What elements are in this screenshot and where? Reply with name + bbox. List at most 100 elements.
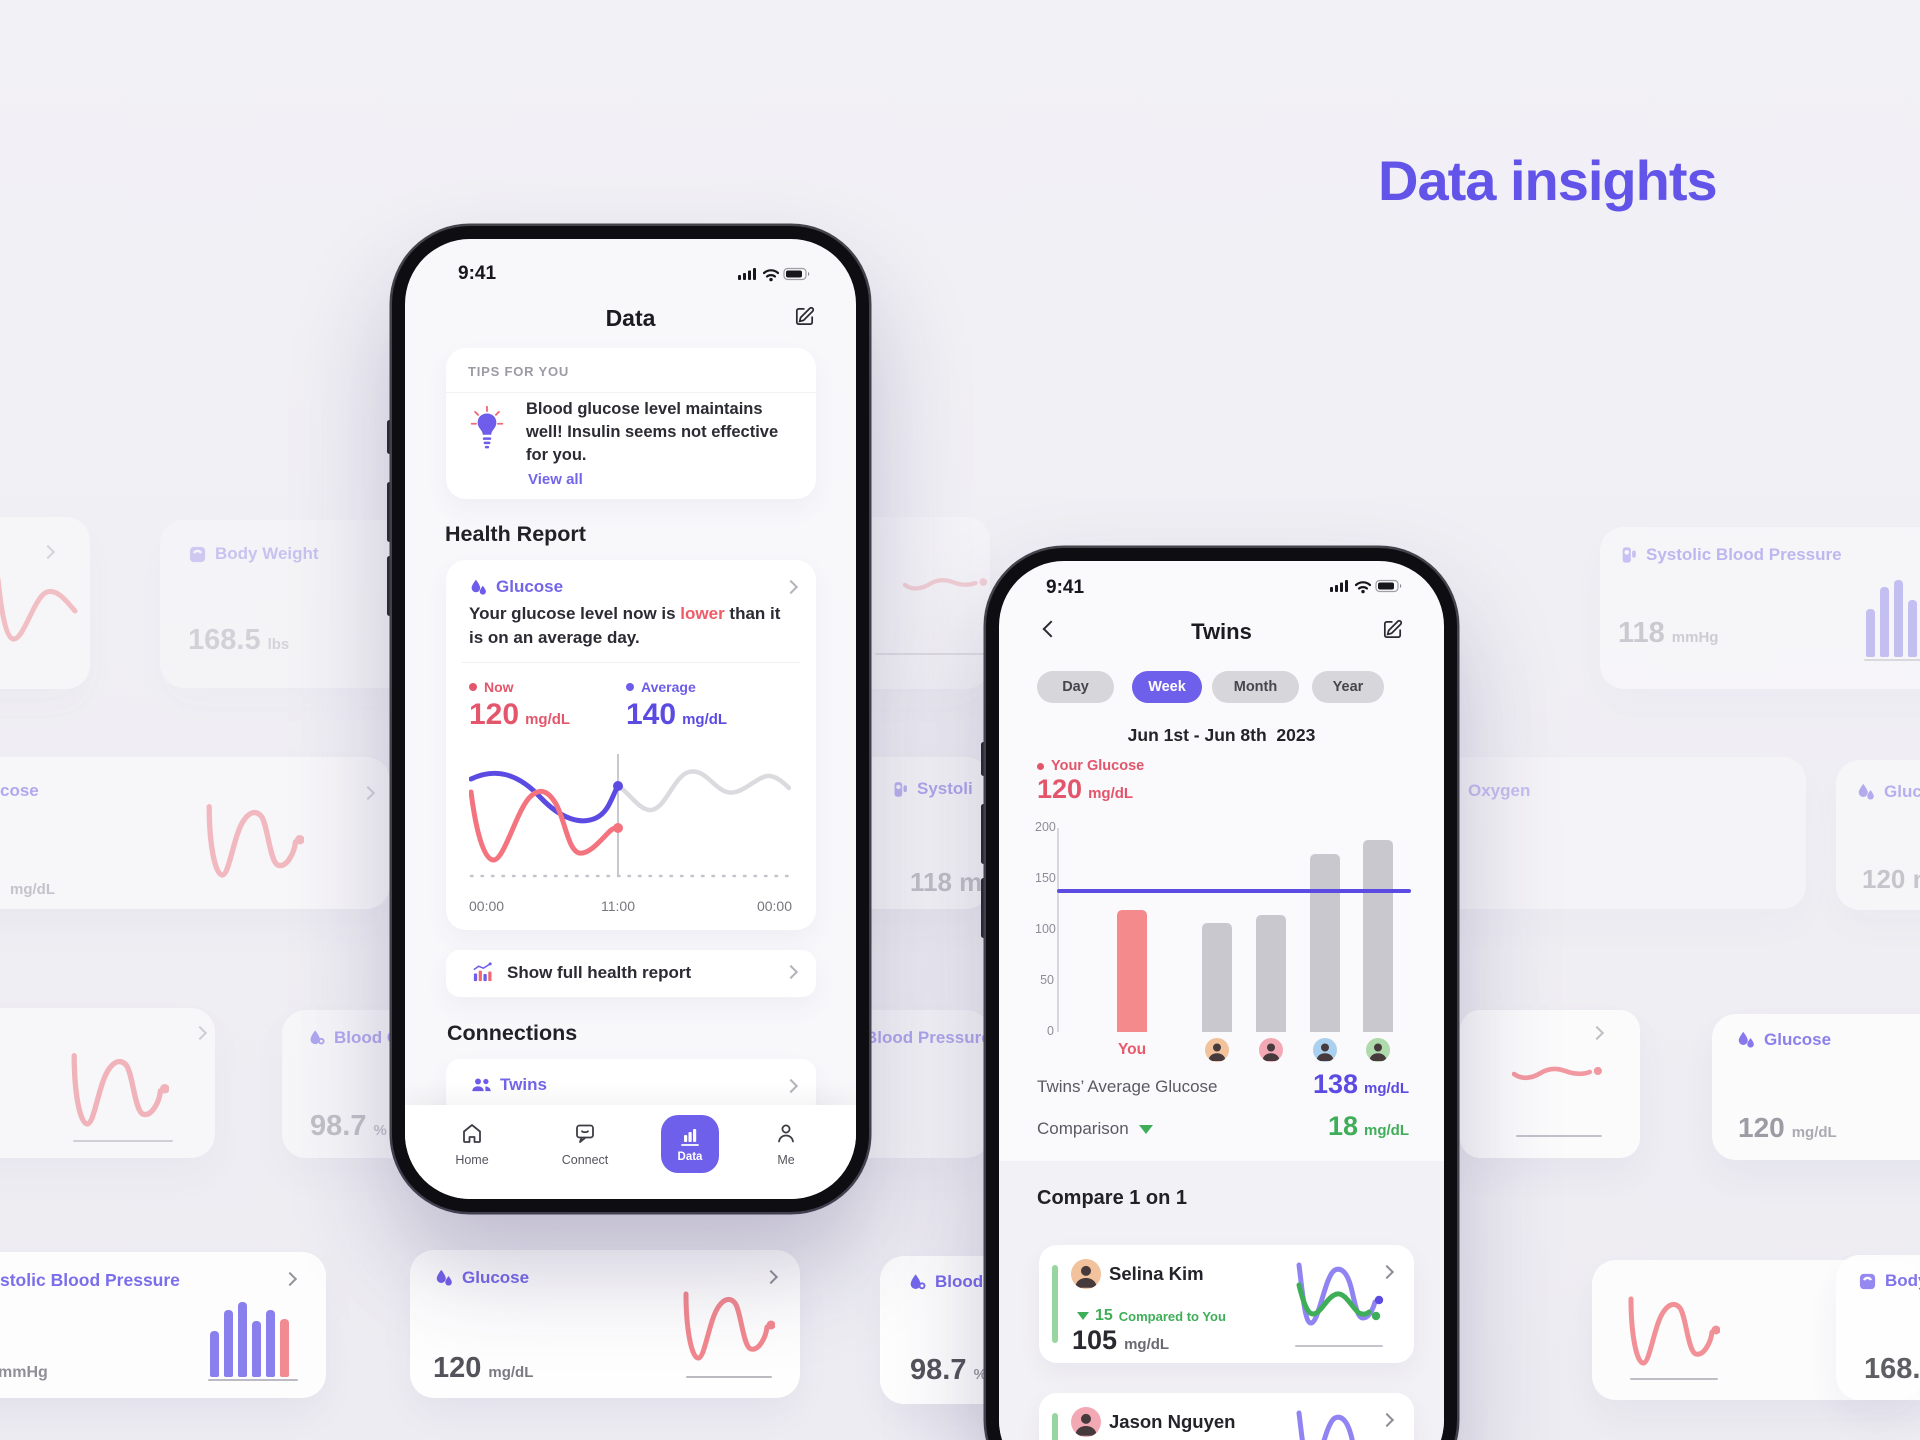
legend-your-glucose: Your Glucose	[1051, 758, 1145, 774]
page-title: Data insights	[1378, 149, 1718, 212]
view-all-link[interactable]: View all	[528, 471, 583, 488]
avatar	[1071, 1259, 1101, 1289]
twins-average-unit: mg/dL	[1364, 1080, 1409, 1097]
metric-value-fragment: 168.5	[1864, 1353, 1920, 1385]
date-range: Jun 1st - Jun 8th 2023	[1127, 725, 1316, 745]
edit-icon[interactable]	[793, 305, 816, 328]
y-axis-tick: 50	[1040, 973, 1054, 987]
show-full-report-button[interactable]: Show full health report	[446, 950, 816, 997]
nav-item-home[interactable]: Home	[442, 1121, 502, 1167]
glucose-icon	[1738, 1031, 1754, 1048]
person-icon	[778, 1124, 794, 1143]
bg-card-systolic-bottom-left: stolic Blood Pressure mmHg	[0, 1252, 326, 1398]
glucose-report-card[interactable]: Glucose Your glucose level now is lower …	[446, 560, 816, 930]
now-label: Now	[484, 679, 514, 695]
metric-unit: mmHg	[0, 1364, 48, 1381]
chevron-right-icon	[360, 785, 376, 801]
now-unit: mg/dL	[525, 711, 571, 728]
body-weight-icon	[1859, 1273, 1876, 1289]
your-glucose-unit: mg/dL	[1088, 785, 1134, 802]
compare-card-jason[interactable]: Jason Nguyen	[1039, 1393, 1414, 1440]
glucose-icon	[471, 579, 486, 595]
blood-pressure-icon	[1622, 547, 1636, 563]
nav-item-connect[interactable]: Connect	[555, 1121, 615, 1167]
bar-twin[interactable]	[1310, 853, 1340, 1032]
nav-label: Home	[455, 1153, 489, 1167]
status-time: 9:41	[458, 263, 497, 284]
red-trend-line	[683, 1291, 775, 1361]
metric-label: Blood O	[334, 1028, 401, 1047]
glucose-description: Your glucose level now is lower than it …	[469, 604, 781, 647]
edit-icon[interactable]	[1381, 618, 1404, 641]
body-weight-icon	[189, 546, 206, 562]
metric-value: 168.5	[188, 624, 261, 656]
chevron-right-icon	[282, 1271, 298, 1287]
home-icon	[463, 1124, 481, 1143]
screen-title: Data	[605, 305, 656, 331]
tab-week-active[interactable]: Week	[1132, 671, 1202, 703]
twin-avatar[interactable]	[1366, 1038, 1390, 1062]
purple-bars-chart	[1866, 577, 1920, 657]
twins-average-value: 138	[1312, 1069, 1358, 1099]
comparison-label[interactable]: Comparison	[1037, 1119, 1153, 1139]
twin-avatar[interactable]	[1205, 1038, 1229, 1062]
green-accent-bar	[1052, 1413, 1058, 1440]
chevron-right-icon	[783, 579, 799, 595]
chevron-right-icon	[192, 1025, 208, 1041]
lightbulb-icon	[470, 405, 504, 449]
metric-value: 120	[1738, 1112, 1785, 1143]
compare-card-selina[interactable]: Selina Kim 15 Compared to You 105 mg/dL	[1039, 1245, 1414, 1363]
bar-chart-icon	[681, 1129, 699, 1146]
bg-card-glucose-mid-left: cose mg/dL	[0, 757, 390, 909]
metric-unit: lbs	[267, 636, 290, 653]
metric-unit: mg/dL	[488, 1364, 534, 1381]
tab-month[interactable]: Month	[1212, 671, 1299, 703]
metric-value-fragment: 120 m	[1862, 864, 1920, 894]
twin-avatar[interactable]	[1259, 1038, 1283, 1062]
chevron-right-icon	[40, 544, 56, 560]
tips-body: Blood glucose level maintains well! Insu…	[526, 400, 779, 464]
bar-you[interactable]	[1117, 909, 1147, 1032]
compare-section: Compare 1 on 1 Selina Kim 15 Compared to…	[999, 1161, 1444, 1440]
y-axis-tick: 100	[1035, 922, 1056, 936]
down-triangle-icon	[1077, 1312, 1089, 1320]
y-axis-tick: 150	[1035, 871, 1056, 885]
blood-oxygen-icon	[310, 1030, 325, 1045]
bar-twin[interactable]	[1363, 840, 1393, 1032]
tips-card[interactable]: TIPS FOR YOU Blood glucose level maintai…	[446, 348, 816, 499]
data-screen: 9:41 Data TIPS FOR YOU	[405, 239, 856, 1199]
person-unit: mg/dL	[1124, 1336, 1170, 1353]
tab-year[interactable]: Year	[1312, 671, 1384, 703]
twins-people-icon	[472, 1078, 491, 1092]
avatar	[1071, 1407, 1101, 1437]
bar-twin[interactable]	[1202, 922, 1232, 1032]
tab-day[interactable]: Day	[1037, 671, 1114, 703]
metric-value: 98.7	[310, 1110, 367, 1142]
highlight-lower: lower	[680, 604, 725, 623]
metric-label: Body Weight	[215, 544, 319, 563]
connection-label: Twins	[500, 1075, 547, 1094]
bar-twin[interactable]	[1256, 914, 1286, 1032]
metric-unit: mmHg	[1671, 629, 1719, 646]
compare-mini-chart	[1296, 1410, 1355, 1440]
y-axis-tick: 200	[1035, 820, 1056, 834]
red-trend-line	[903, 578, 988, 591]
metric-label: Systolic Blood Pressure	[1646, 545, 1842, 564]
bg-card-wave-row3-left	[0, 1008, 215, 1158]
twins-bar-chart: 0 50 100 150 200 You	[1035, 819, 1417, 1069]
average-value: 140	[626, 698, 677, 731]
twin-avatar[interactable]	[1313, 1038, 1337, 1062]
comparison-unit: mg/dL	[1364, 1122, 1409, 1139]
nav-item-me[interactable]: Me	[756, 1121, 816, 1167]
green-accent-bar	[1052, 1265, 1058, 1343]
status-time: 9:41	[1046, 577, 1085, 598]
metric-unit: %	[973, 1366, 987, 1383]
comparison-value: 18	[1327, 1111, 1358, 1141]
red-trend-line	[71, 1053, 169, 1127]
metric-unit: mg/dL	[1791, 1124, 1837, 1141]
red-trend-line	[0, 577, 78, 642]
nav-item-data-active[interactable]: Data	[661, 1115, 719, 1173]
glucose-icon	[436, 1269, 452, 1286]
now-value: 120	[469, 698, 520, 731]
